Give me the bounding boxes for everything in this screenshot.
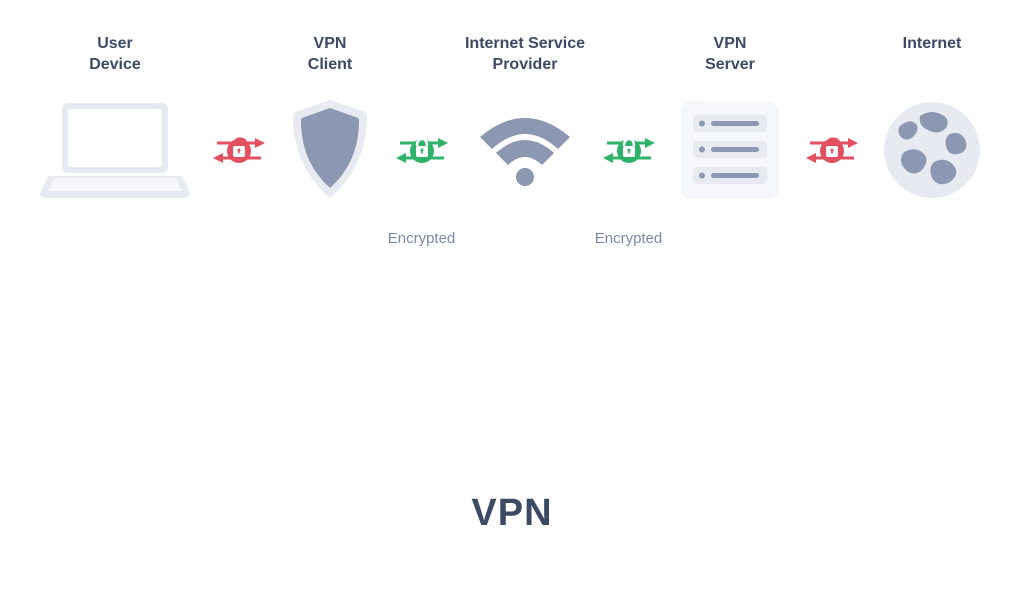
globe-icon (880, 90, 984, 210)
connector-3: Encrypted (601, 90, 657, 210)
connector-1 (211, 90, 267, 210)
node-internet: Internet (880, 90, 984, 210)
node-label: VPN Client (240, 34, 420, 76)
node-label: Internet (842, 34, 1022, 55)
bidir-arrows-locked-icon (394, 126, 450, 174)
bidir-arrows-unlocked-icon (804, 126, 860, 174)
connector-4 (804, 90, 860, 210)
diagram-row: User Device (0, 90, 1024, 210)
diagram-title: VPN (0, 492, 1024, 535)
node-user-device: User Device (40, 90, 190, 210)
shield-icon (287, 90, 373, 210)
wifi-icon (470, 90, 580, 210)
laptop-icon (40, 90, 190, 210)
node-vpn-client: VPN Client (287, 90, 373, 210)
connector-label: Encrypted (388, 230, 456, 247)
bidir-arrows-locked-icon (601, 126, 657, 174)
node-label: Internet Service Provider (435, 34, 615, 76)
node-isp: Internet Service Provider (470, 90, 580, 210)
bidir-arrows-unlocked-icon (211, 126, 267, 174)
connector-label: Encrypted (595, 230, 663, 247)
node-label: User Device (25, 34, 205, 76)
connector-2: Encrypted (394, 90, 450, 210)
node-label: VPN Server (640, 34, 820, 76)
server-icon (677, 90, 783, 210)
node-vpn-server: VPN Server (677, 90, 783, 210)
